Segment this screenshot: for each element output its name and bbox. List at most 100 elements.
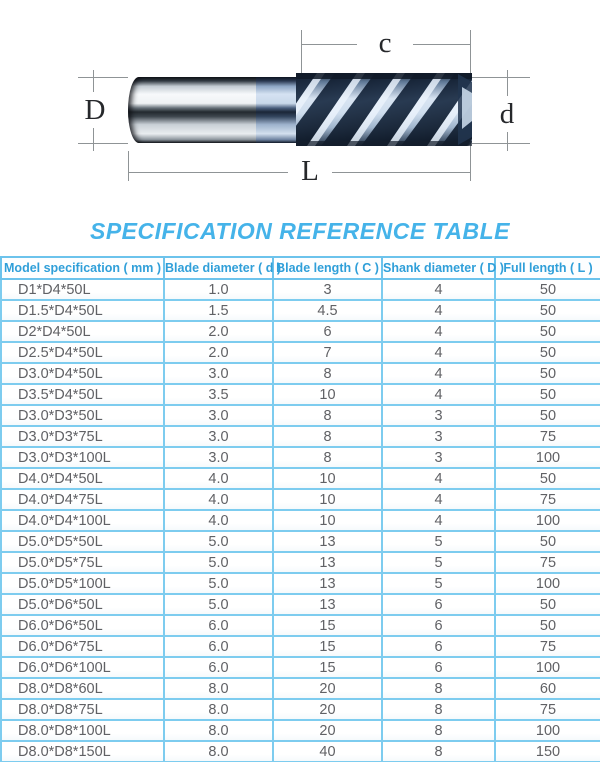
cell-model: D6.0*D6*50L [0,614,165,637]
table-row: D5.0*D5*100L 5.0 13 5 100 [0,572,600,595]
cell-full-length: 50 [494,404,600,427]
cell-shank-diameter: 4 [381,299,496,322]
cell-blade-diameter: 4.0 [163,488,274,511]
endmill-flutes [296,73,472,146]
cell-full-length: 75 [494,551,600,574]
cell-shank-diameter: 6 [381,593,496,616]
cell-full-length: 100 [494,572,600,595]
cell-blade-diameter: 2.0 [163,320,274,343]
cell-blade-diameter: 4.0 [163,467,274,490]
cell-shank-diameter: 8 [381,698,496,721]
cell-blade-length: 8 [272,362,383,385]
dim-c-ext-left [301,30,302,76]
dim-d-ext-top [472,77,530,78]
cell-model: D6.0*D6*75L [0,635,165,658]
cell-shank-diameter: 3 [381,446,496,469]
table-row: D1.5*D4*50L 1.5 4.5 4 50 [0,299,600,322]
cell-model: D8.0*D8*60L [0,677,165,700]
cell-blade-diameter: 3.5 [163,383,274,406]
cell-full-length: 75 [494,425,600,448]
cell-blade-diameter: 1.5 [163,299,274,322]
cell-blade-diameter: 5.0 [163,593,274,616]
cell-blade-length: 20 [272,677,383,700]
table-row: D2*D4*50L 2.0 6 4 50 [0,320,600,343]
label-blade-length: c [357,26,413,60]
cell-blade-diameter: 3.0 [163,404,274,427]
cell-model: D3.0*D3*100L [0,446,165,469]
header-full-length: Full length ( L ) [494,256,600,280]
cell-blade-diameter: 8.0 [163,719,274,742]
cell-shank-diameter: 5 [381,572,496,595]
label-shank-diameter: D [79,92,111,128]
cell-shank-diameter: 4 [381,341,496,364]
cell-full-length: 50 [494,530,600,553]
table-row: D6.0*D6*50L 6.0 15 6 50 [0,614,600,637]
cell-blade-length: 8 [272,425,383,448]
cell-blade-diameter: 5.0 [163,530,274,553]
cell-blade-diameter: 6.0 [163,656,274,679]
cell-full-length: 60 [494,677,600,700]
table-row: D3.0*D3*75L 3.0 8 3 75 [0,425,600,448]
cell-blade-diameter: 5.0 [163,572,274,595]
cell-blade-length: 13 [272,593,383,616]
label-blade-diameter: d [491,96,523,132]
cell-model: D5.0*D6*50L [0,593,165,616]
cell-full-length: 150 [494,740,600,762]
cell-blade-length: 10 [272,467,383,490]
cell-shank-diameter: 4 [381,278,496,301]
cell-blade-length: 10 [272,509,383,532]
cell-blade-length: 4.5 [272,299,383,322]
cell-model: D3.0*D3*50L [0,404,165,427]
table-row: D4.0*D4*50L 4.0 10 4 50 [0,467,600,490]
table-row: D6.0*D6*100L 6.0 15 6 100 [0,656,600,679]
table-row: D3.0*D3*50L 3.0 8 3 50 [0,404,600,427]
table-row: D4.0*D4*75L 4.0 10 4 75 [0,488,600,511]
cell-model: D8.0*D8*100L [0,719,165,742]
cell-blade-diameter: 5.0 [163,551,274,574]
label-full-length: L [288,152,332,190]
cell-model: D3.0*D3*75L [0,425,165,448]
cell-shank-diameter: 5 [381,551,496,574]
cell-blade-diameter: 6.0 [163,614,274,637]
cell-blade-length: 13 [272,572,383,595]
cell-blade-length: 8 [272,446,383,469]
cell-blade-diameter: 3.0 [163,446,274,469]
table-row: D3.5*D4*50L 3.5 10 4 50 [0,383,600,406]
header-blade-length: Blade length ( C ) [272,256,383,280]
cell-blade-length: 7 [272,341,383,364]
cell-model: D3.5*D4*50L [0,383,165,406]
cell-shank-diameter: 4 [381,362,496,385]
cell-blade-length: 15 [272,614,383,637]
header-blade-diameter: Blade diameter ( d ) [163,256,281,280]
cell-full-length: 100 [494,509,600,532]
cell-model: D4.0*D4*75L [0,488,165,511]
cell-shank-diameter: 6 [381,635,496,658]
cell-full-length: 100 [494,446,600,469]
cell-full-length: 75 [494,635,600,658]
cell-shank-diameter: 4 [381,509,496,532]
cell-blade-diameter: 8.0 [163,677,274,700]
cell-full-length: 50 [494,593,600,616]
cell-shank-diameter: 5 [381,530,496,553]
spec-table: Model specification ( mm ) Blade diamete… [0,256,600,762]
table-row: D8.0*D8*75L 8.0 20 8 75 [0,698,600,721]
dim-D-ext-top [78,77,128,78]
cell-shank-diameter: 3 [381,404,496,427]
spec-table-header-row: Model specification ( mm ) Blade diamete… [0,256,600,280]
endmill-diagram: D c d L [0,0,600,205]
cell-model: D1.5*D4*50L [0,299,165,322]
cell-blade-length: 15 [272,635,383,658]
cell-model: D6.0*D6*100L [0,656,165,679]
cell-shank-diameter: 4 [381,320,496,343]
cell-blade-length: 13 [272,551,383,574]
cell-model: D3.0*D4*50L [0,362,165,385]
cell-shank-diameter: 8 [381,677,496,700]
cell-blade-length: 8 [272,404,383,427]
table-row: D3.0*D3*100L 3.0 8 3 100 [0,446,600,469]
cell-shank-diameter: 4 [381,488,496,511]
cell-full-length: 50 [494,362,600,385]
cell-blade-length: 10 [272,383,383,406]
table-row: D6.0*D6*75L 6.0 15 6 75 [0,635,600,658]
cell-full-length: 50 [494,383,600,406]
